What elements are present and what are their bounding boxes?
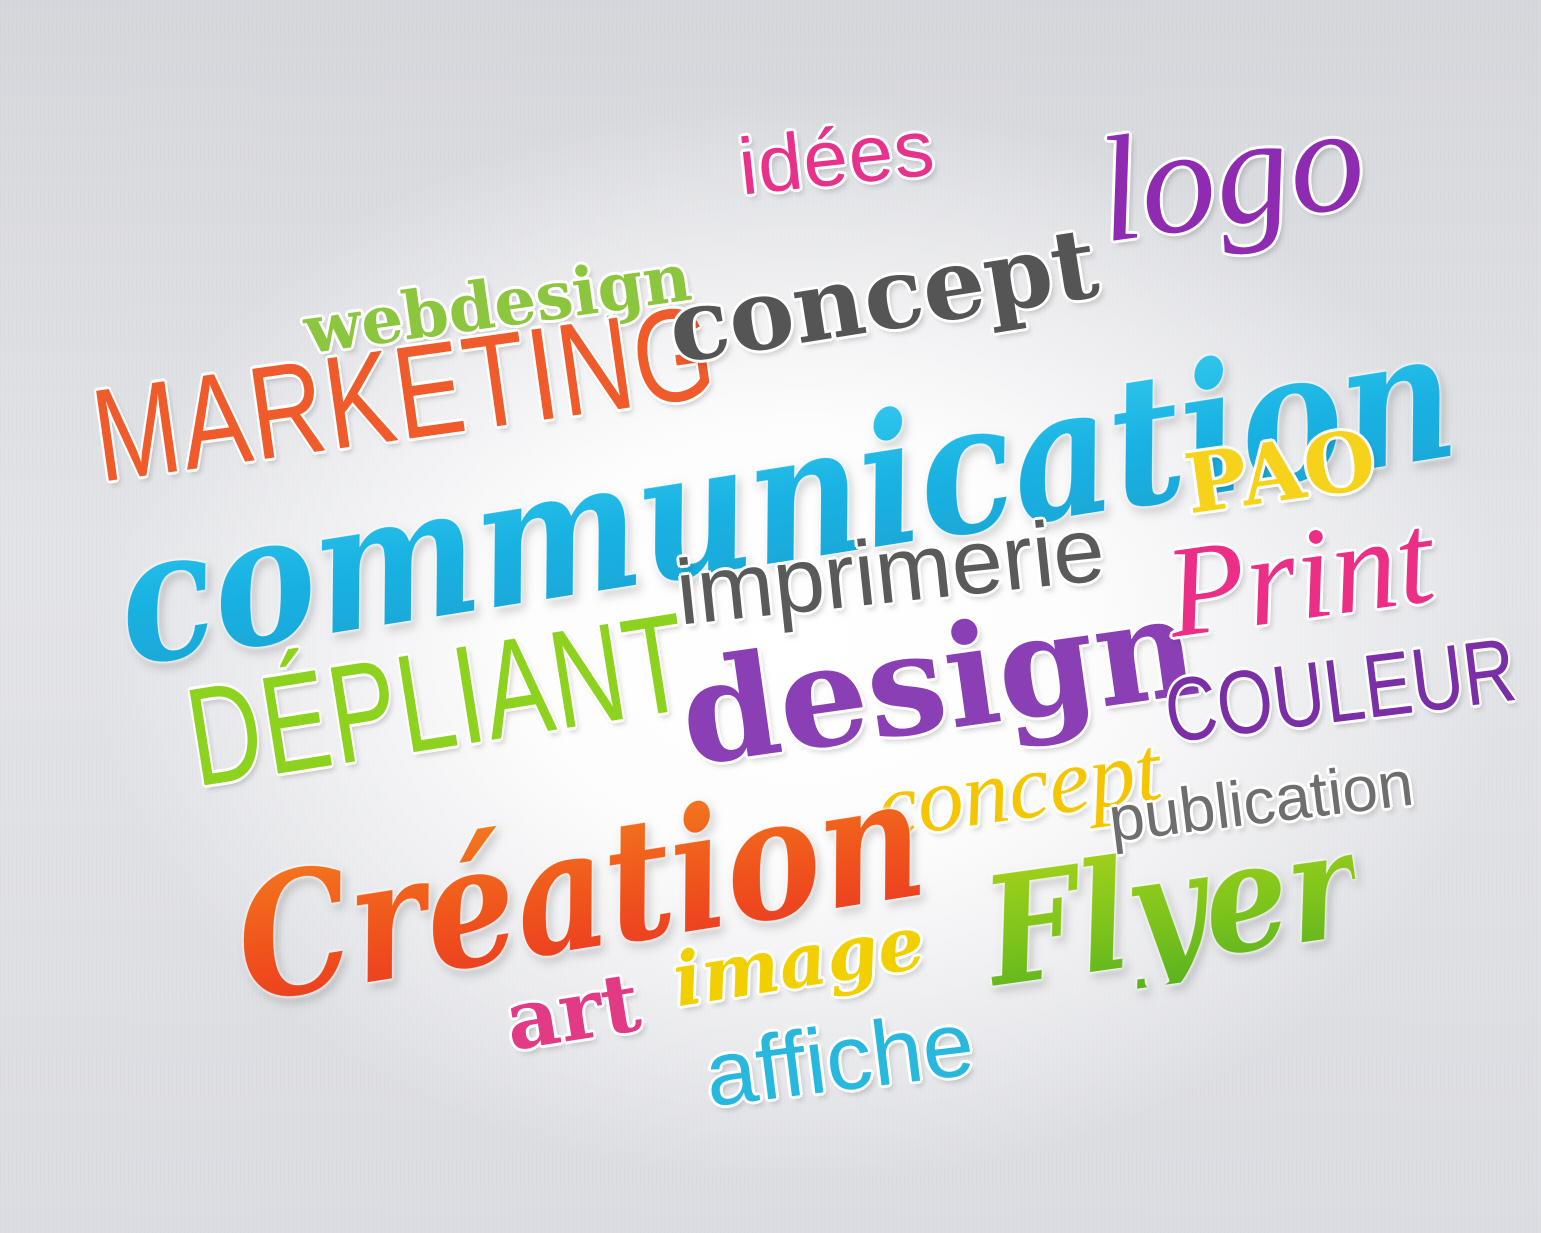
word-flyer: Flyer	[973, 795, 1369, 1022]
word-affiche: affiche	[699, 992, 980, 1127]
word-logo: logo	[1086, 72, 1375, 275]
word-art: art	[498, 954, 647, 1070]
word-idees: idées	[734, 102, 939, 212]
